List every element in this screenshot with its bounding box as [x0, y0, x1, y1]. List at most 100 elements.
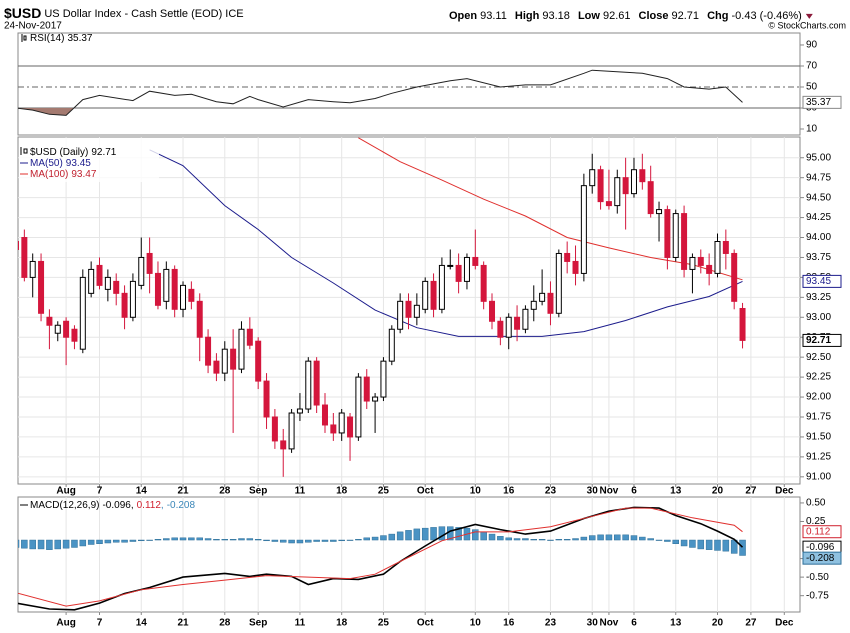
- candle-body: [489, 300, 496, 322]
- candle-body: [63, 320, 70, 338]
- y-tick-label: 90: [806, 40, 818, 51]
- histogram-bar: [196, 537, 203, 541]
- x-tick-label: 25: [378, 618, 390, 629]
- value-box-label: -0.208: [806, 553, 835, 564]
- candle-body: [514, 316, 521, 330]
- histogram-bar: [71, 539, 78, 548]
- candle-body: [230, 348, 237, 370]
- change-arrow: [805, 13, 813, 19]
- y-tick-label: 93.25: [806, 292, 831, 303]
- rsi-icon: [21, 34, 27, 42]
- histogram-bar: [739, 539, 746, 556]
- x-tick-label: 21: [177, 486, 189, 497]
- candle-body: [321, 404, 328, 426]
- candle-body: [731, 252, 738, 302]
- value-box-label: 35.37: [806, 97, 831, 108]
- histogram-bar: [630, 535, 638, 541]
- histogram-bar: [430, 527, 437, 541]
- histogram-bar: [421, 527, 429, 541]
- line: [18, 507, 743, 607]
- ma50-last: 93.45: [66, 158, 91, 169]
- macd-panel: [17, 496, 801, 613]
- histogram-bar: [530, 539, 538, 541]
- separator: ,: [161, 500, 164, 511]
- candle-body: [280, 440, 287, 450]
- line: [149, 149, 743, 337]
- histogram-bar: [388, 533, 396, 541]
- histogram-bar: [505, 537, 512, 541]
- value-box: [802, 274, 842, 288]
- candle-body: [706, 264, 713, 274]
- candle-body: [129, 280, 136, 318]
- candle-body: [330, 424, 337, 434]
- histogram-bar: [672, 539, 679, 544]
- x-tick-label: Aug: [56, 618, 75, 629]
- header-title: $USD US Dollar Index - Cash Settle (EOD) …: [4, 5, 244, 21]
- histogram-bar: [522, 538, 529, 541]
- x-tick-label: 27: [745, 618, 757, 629]
- candle-body: [255, 340, 262, 382]
- rsi-legend: RSI(14) 35.37: [30, 33, 93, 44]
- histogram-bar: [689, 539, 696, 548]
- y-tick-label: 91.00: [806, 471, 831, 482]
- y-tick-label: 0.50: [806, 498, 826, 509]
- histogram-bar: [413, 528, 421, 541]
- y-tick-label: 0.25: [806, 516, 826, 527]
- candle-body: [38, 260, 45, 314]
- histogram-bar: [37, 539, 45, 550]
- x-tick-label: 6: [631, 618, 637, 629]
- histogram-bar: [21, 539, 28, 549]
- candle-body: [296, 408, 303, 414]
- candle-body: [221, 348, 228, 374]
- value-box: [802, 333, 842, 347]
- x-tick-label: 16: [503, 618, 515, 629]
- stat-label: High: [515, 10, 540, 22]
- x-tick-label: 28: [219, 486, 231, 497]
- histogram-bar: [138, 539, 145, 542]
- histogram-bar: [188, 537, 195, 541]
- x-tick-label: 28: [219, 618, 231, 629]
- macd-legend: MACD(12,26,9) -0.096, 0.112, -0.208: [30, 500, 195, 511]
- candle-body: [21, 237, 28, 278]
- candle-body: [430, 280, 437, 310]
- candle-body: [71, 328, 78, 342]
- candle-body: [163, 268, 170, 302]
- histogram-bar: [697, 539, 705, 550]
- histogram-bar: [87, 539, 95, 545]
- candle-body: [238, 328, 245, 370]
- candle-body: [463, 256, 470, 282]
- histogram-bar: [246, 538, 254, 541]
- separator: ,: [131, 500, 134, 511]
- histogram-bar: [605, 534, 613, 541]
- candle-body: [363, 376, 370, 402]
- candle-body: [572, 260, 579, 274]
- price-name: $USD (Daily): [30, 147, 88, 158]
- x-tick-label: 30: [587, 618, 599, 629]
- macd-plot: [18, 497, 785, 612]
- x-tick-label: 18: [336, 618, 348, 629]
- price-last: 92.71: [91, 147, 116, 158]
- y-tick-label: 95.00: [806, 152, 831, 163]
- histogram-bar: [121, 539, 128, 543]
- histogram-bar: [54, 539, 62, 550]
- candle-body: [580, 185, 587, 274]
- histogram-bar: [221, 539, 229, 541]
- x-tick-label: 23: [545, 486, 557, 497]
- histogram-bar: [288, 539, 295, 544]
- candle-body: [447, 264, 454, 267]
- candle-body: [647, 181, 654, 215]
- y-tick-label: -0.50: [806, 572, 829, 583]
- histogram-bar: [647, 538, 654, 541]
- security-name: US Dollar Index - Cash Settle (EOD) ICE: [44, 8, 243, 20]
- candle-body: [154, 272, 161, 306]
- y-tick-label: 70: [806, 61, 818, 72]
- histogram-bar: [79, 539, 87, 547]
- symbol: $USD: [4, 5, 41, 21]
- candle-body: [196, 300, 203, 338]
- x-tick-label: 10: [470, 486, 482, 497]
- x-tick-label: 30: [587, 486, 599, 497]
- stat-label: Low: [578, 10, 600, 22]
- date: 24-Nov-2017: [4, 21, 62, 32]
